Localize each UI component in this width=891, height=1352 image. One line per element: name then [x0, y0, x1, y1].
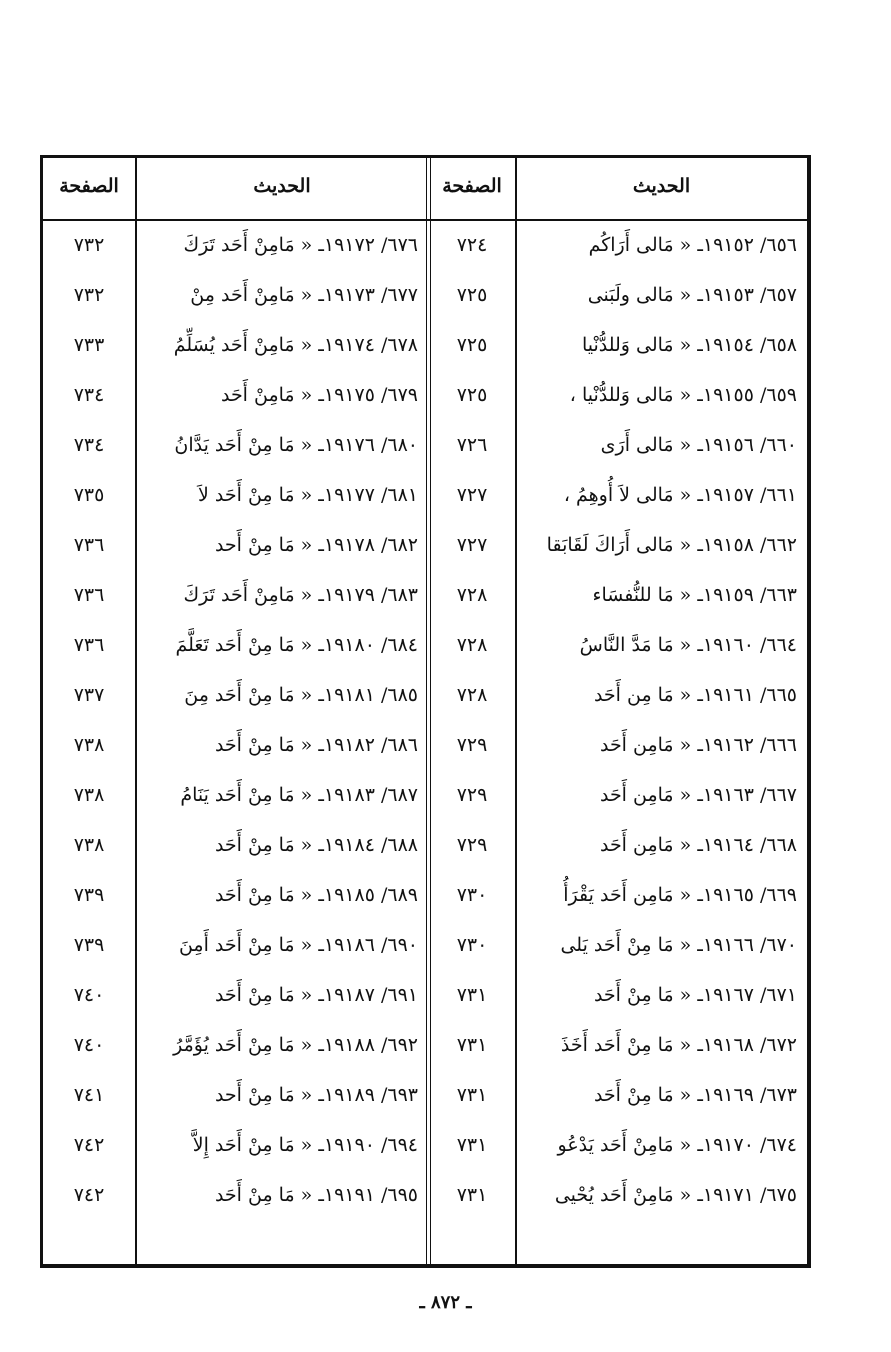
page-number-cell: ٧٣٠ [456, 934, 488, 956]
hadith-cell: ٦٧٧/ ١٩١٧٣ـ « مَامِنْ أَحَد مِنْ [190, 284, 418, 306]
hadith-cell: ٦٧٨/ ١٩١٧٤ـ « مَامِنْ أَحَد يُسَلِّمُ [173, 334, 418, 356]
index-table: الحديث الصفحة الحديث الصفحة ٦٥٦/ ١٩١٥٢ـ « مَ… [40, 155, 811, 1268]
hadith-cell: ٦٦٢/ ١٩١٥٨ـ « مَالى أَرَاكَ لَقَابَقا [546, 534, 797, 556]
page-number-cell: ٧٣٤ [73, 384, 105, 406]
hadith-cell: ٦٩١/ ١٩١٨٧ـ « مَا مِنْ أَحَد [214, 984, 418, 1006]
hadith-cell: ٦٨٠/ ١٩١٧٦ـ « مَا مِنْ أَحَد يَدَّانُ [174, 434, 418, 456]
hadith-cell: ٦٩٥/ ١٩١٩١ـ « مَا مِنْ أَحَد [214, 1184, 418, 1206]
hadith-cell: ٦٨١/ ١٩١٧٧ـ « مَا مِنْ أَحَد لاَ [198, 484, 418, 506]
hadith-cell: ٦٧٩/ ١٩١٧٥ـ « مَامِنْ أَحَد [220, 384, 418, 406]
page-number-cell: ٧٣٩ [73, 884, 105, 906]
page-number-cell: ٧٢٧ [456, 534, 488, 556]
column-header: الحديث [253, 175, 311, 197]
page-number-cell: ٧٣٦ [73, 634, 105, 656]
hadith-cell: ٦٩٢/ ١٩١٨٨ـ « مَا مِنْ أَحَد يُؤَمَّرُ [173, 1034, 418, 1056]
hadith-cell: ٦٦٠/ ١٩١٥٦ـ « مَالى أَرَى [600, 434, 797, 456]
hadith-cell: ٦٧٣/ ١٩١٦٩ـ « مَا مِنْ أَحَد [593, 1084, 797, 1106]
page-number-cell: ٧٢٨ [456, 684, 488, 706]
hadith-cell: ٦٩٤/ ١٩١٩٠ـ « مَا مِنْ أَحَد إِلاَّ [192, 1134, 418, 1156]
page-number-cell: ٧٣١ [456, 1134, 488, 1156]
page-number-cell: ٧٣١ [456, 1034, 488, 1056]
hadith-cell: ٦٥٧/ ١٩١٥٣ـ « مَالى ولَبَنى [587, 284, 797, 306]
hadith-cell: ٦٨٤/ ١٩١٨٠ـ « مَا مِنْ أَحَد تَعَلَّمَ [175, 634, 419, 656]
hadith-cell: ٦٦٣/ ١٩١٥٩ـ « مَا للنُّفسَاء [592, 584, 797, 606]
column-header: الصفحة [442, 175, 502, 197]
column-header: الحديث [632, 175, 691, 197]
hadith-cell: ٦٨٧/ ١٩١٨٣ـ « مَا مِنْ أَحَد يَنَامُ [180, 784, 418, 806]
hadith-cell: ٦٧٤/ ١٩١٧٠ـ « مَامِنْ أَحَد يَدْعُو [557, 1134, 797, 1156]
column-rule [135, 158, 137, 1264]
page-number-cell: ٧٣١ [456, 1084, 488, 1106]
page-number-cell: ٧٢٥ [456, 284, 488, 306]
page-number-cell: ٧٢٥ [456, 334, 488, 356]
hadith-cell: ٦٦٨/ ١٩١٦٤ـ « مَامِن أَحَد [599, 834, 797, 856]
page-number-cell: ٧٤٢ [73, 1184, 105, 1206]
hadith-cell: ٦٥٨/ ١٩١٥٤ـ « مَالى وَللدُّنْيا [581, 334, 797, 356]
page-number-cell: ٧٢٩ [456, 784, 488, 806]
column-header: الصفحة [59, 175, 119, 197]
hadith-cell: ٦٩٠/ ١٩١٨٦ـ « مَا مِنْ أَحَد أَمِنَ [178, 934, 418, 956]
page-number-cell: ٧٣٩ [73, 934, 105, 956]
page-number-cell: ٧٣٢ [73, 284, 105, 306]
page-number-cell: ٧٢٥ [456, 384, 488, 406]
page-number-cell: ٧٣١ [456, 1184, 488, 1206]
page-number-cell: ٧٤٠ [73, 1034, 105, 1056]
hadith-cell: ٦٨٩/ ١٩١٨٥ـ « مَا مِنْ أَحَد [214, 884, 418, 906]
page-number-cell: ٧٣٢ [73, 234, 105, 256]
page-number-cell: ٧٢٦ [456, 434, 488, 456]
hadith-cell: ٦٥٦/ ١٩١٥٢ـ « مَالى أَرَاكُم [588, 234, 797, 256]
column-rule [515, 158, 517, 1264]
hadith-cell: ٦٨٢/ ١٩١٧٨ـ « مَا مِنْ أَحد [214, 534, 418, 556]
hadith-cell: ٦٨٨/ ١٩١٨٤ـ « مَا مِنْ أَحَد [214, 834, 418, 856]
page-number-cell: ٧٣٥ [73, 484, 105, 506]
page-number-cell: ٧٣٧ [73, 684, 105, 706]
column-rule [426, 158, 431, 1264]
page-number-cell: ٧٤١ [73, 1084, 105, 1106]
page-number-cell: ٧٢٨ [456, 634, 488, 656]
page-number-cell: ٧٣١ [456, 984, 488, 1006]
hadith-cell: ٦٦٩/ ١٩١٦٥ـ « مَامِن أَحَد يَقْرَأُ [563, 884, 797, 906]
hadith-cell: ٦٧٦/ ١٩١٧٢ـ « مَامِنْ أَحَد تَرَكَ [183, 234, 419, 256]
header-rule [43, 219, 807, 221]
page-number-cell: ٧٣٨ [73, 834, 105, 856]
hadith-cell: ٦٩٣/ ١٩١٨٩ـ « مَا مِنْ أَحد [214, 1084, 418, 1106]
hadith-cell: ٦٨٥/ ١٩١٨١ـ « مَا مِنْ أَحَد مِنَ [184, 684, 418, 706]
hadith-cell: ٦٧٥/ ١٩١٧١ـ « مَامِنْ أَحَد يُحْيى [554, 1184, 797, 1206]
hadith-cell: ٦٦٦/ ١٩١٦٢ـ « مَامِن أَحَد [599, 734, 797, 756]
page-number-cell: ٧٣٣ [73, 334, 105, 356]
hadith-cell: ٦٦٤/ ١٩١٦٠ـ « مَا مَدَّ النَّاسُ [579, 634, 797, 656]
hadith-cell: ٦٨٣/ ١٩١٧٩ـ « مَامِنْ أَحَد تَرَكَ [183, 584, 419, 606]
page-number-cell: ٧٣٨ [73, 734, 105, 756]
page-number-cell: ٧٢٩ [456, 734, 488, 756]
page-number-cell: ٧٢٧ [456, 484, 488, 506]
hadith-cell: ٦٧٢/ ١٩١٦٨ـ « مَا مِنْ أَحَد أَخَذَ [560, 1034, 797, 1056]
page-number-cell: ٧٣٤ [73, 434, 105, 456]
page-number-cell: ٧٣٨ [73, 784, 105, 806]
hadith-cell: ٦٥٩/ ١٩١٥٥ـ « مَالى وَللدُّنْيا ، [569, 384, 797, 406]
hadith-cell: ٦٧١/ ١٩١٦٧ـ « مَا مِنْ أَحَد [593, 984, 797, 1006]
hadith-cell: ٦٦٧/ ١٩١٦٣ـ « مَامِن أَحَد [599, 784, 797, 806]
page-number-cell: ٧٤٢ [73, 1134, 105, 1156]
hadith-cell: ٦٦١/ ١٩١٥٧ـ « مَالى لاَ أُوهِمُ ، [563, 484, 797, 506]
page-number-cell: ٧٢٩ [456, 834, 488, 856]
page-number-cell: ٧٢٨ [456, 584, 488, 606]
page-number-cell: ٧٢٤ [456, 234, 488, 256]
page-number-cell: ٧٣٦ [73, 534, 105, 556]
hadith-cell: ٦٨٦/ ١٩١٨٢ـ « مَا مِنْ أَحَد [214, 734, 418, 756]
page-number-cell: ٧٣٦ [73, 584, 105, 606]
hadith-cell: ٦٧٠/ ١٩١٦٦ـ « مَا مِنْ أَحَد يَلى [560, 934, 797, 956]
hadith-cell: ٦٦٥/ ١٩١٦١ـ « مَا مِن أَحَد [593, 684, 797, 706]
page-number-cell: ٧٣٠ [456, 884, 488, 906]
page-number: ـ ٨٧٢ ـ [419, 1292, 472, 1313]
page-number-cell: ٧٤٠ [73, 984, 105, 1006]
